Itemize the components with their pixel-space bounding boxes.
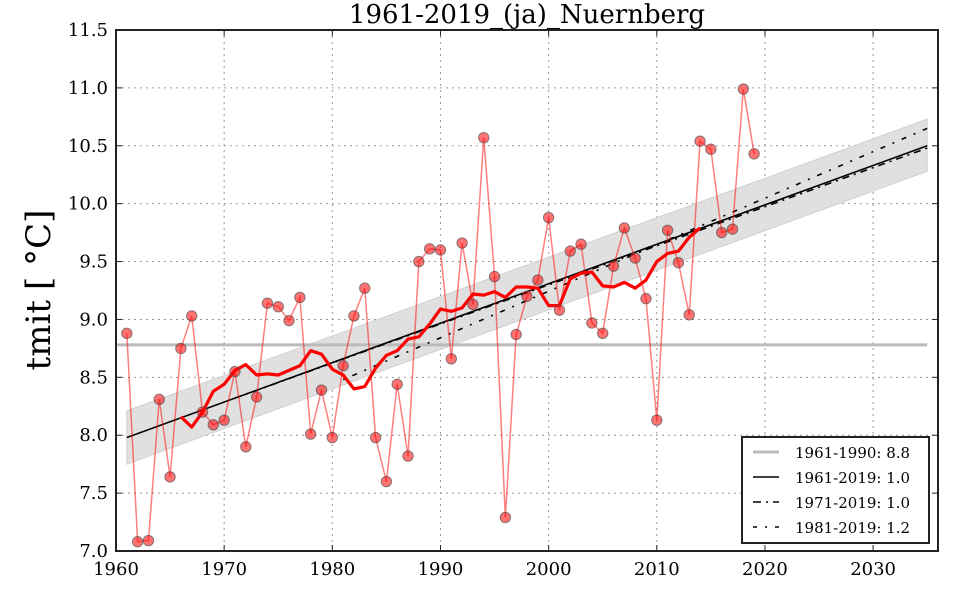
data-point — [164, 471, 176, 483]
y-axis-label-unit: [ °C] — [19, 210, 59, 290]
series — [121, 83, 760, 548]
data-point — [142, 534, 155, 547]
x-tick-label: 1970 — [201, 559, 247, 580]
data-point — [369, 431, 382, 444]
legend-label: 1981-2019: 1.2 — [795, 519, 910, 537]
data-point — [283, 314, 295, 327]
data-point — [467, 298, 479, 311]
data-point — [402, 450, 414, 462]
y-axis-label: tmit [ °C] — [19, 210, 59, 371]
y-axis-label-main: tmit — [19, 300, 59, 371]
data-point — [315, 384, 328, 396]
data-point — [661, 224, 674, 236]
x-tick-label: 2030 — [850, 559, 896, 580]
legend-box — [741, 436, 930, 544]
data-point — [715, 226, 728, 239]
data-point — [294, 291, 306, 304]
data-point — [229, 365, 241, 378]
legend: 1961-1990: 8.8 1961-2019: 1.0 1971-2019: 1… — [741, 436, 930, 544]
data-point — [326, 431, 339, 444]
data-point — [196, 406, 209, 418]
data-point — [499, 511, 512, 524]
data-point — [618, 222, 631, 234]
data-point — [705, 143, 717, 155]
data-point — [629, 252, 641, 264]
data-point — [445, 353, 457, 365]
data-point — [250, 391, 263, 403]
data-point — [186, 310, 198, 322]
x-tick-label: 2000 — [526, 559, 572, 580]
data-point — [597, 327, 609, 340]
data-point — [131, 536, 144, 548]
data-point — [261, 297, 274, 309]
x-tick-label: 1990 — [418, 559, 464, 580]
ticks: 1960 1970 1980 1990 2000 2010 2020 2030 7.0 7.5 8.… — [68, 20, 938, 580]
data-point — [553, 304, 566, 316]
data-point — [607, 260, 620, 272]
data-point — [748, 148, 760, 160]
data-point — [488, 270, 501, 283]
data-point — [413, 255, 425, 268]
trend-line-1981-2019 — [342, 127, 928, 381]
data-point — [694, 135, 706, 147]
y-tick-label: 7.0 — [79, 541, 108, 562]
data-point — [175, 342, 187, 355]
chart-title: 1961-2019_(ja)_Nuernberg — [349, 0, 705, 30]
data-point — [272, 301, 284, 313]
x-tick-label: 1960 — [93, 559, 139, 580]
y-tick-label: 11.0 — [68, 78, 108, 99]
data-point — [337, 360, 349, 372]
y-tick-label: 9.5 — [79, 252, 108, 273]
data-point — [672, 257, 685, 269]
x-tick-label: 2010 — [634, 559, 680, 580]
running-mean-line — [179, 226, 702, 429]
x-tick-label: 1980 — [309, 559, 355, 580]
data-point — [218, 414, 230, 426]
plot-frame — [115, 29, 939, 552]
data-point — [380, 475, 393, 488]
data-point — [478, 131, 490, 144]
data-point — [726, 223, 739, 235]
data-point — [304, 428, 317, 440]
data-point — [423, 243, 436, 255]
data-point — [348, 310, 360, 322]
data-point — [651, 414, 663, 426]
data-point — [564, 245, 576, 257]
data-point — [542, 211, 555, 224]
data-point — [575, 238, 587, 250]
y-tick-label: 10.5 — [68, 136, 108, 157]
data-point — [207, 419, 220, 431]
y-tick-label: 10.0 — [68, 194, 108, 215]
data-point — [434, 244, 447, 256]
y-tick-label: 7.5 — [79, 483, 108, 504]
data-point — [586, 317, 598, 329]
y-tick-label: 8.5 — [79, 367, 108, 388]
data-point — [640, 292, 652, 305]
data-point — [737, 83, 750, 95]
legend-label: 1961-1990: 8.8 — [795, 444, 910, 462]
axes-frame — [115, 29, 939, 552]
data-point — [121, 327, 133, 340]
y-tick-label: 9.0 — [79, 309, 108, 330]
data-point — [510, 328, 522, 341]
data-point — [456, 237, 468, 249]
data-point — [683, 309, 695, 321]
y-tick-label: 8.0 — [79, 425, 108, 446]
x-tick-label: 2020 — [742, 559, 788, 580]
data-point — [532, 274, 544, 286]
legend-label: 1961-2019: 1.0 — [795, 469, 910, 487]
data-point — [521, 290, 533, 302]
data-point — [240, 441, 252, 453]
legend-label: 1971-2019: 1.0 — [795, 494, 910, 512]
y-tick-label: 11.5 — [68, 20, 108, 41]
data-point — [359, 282, 371, 294]
data-point — [153, 393, 165, 406]
data-point — [391, 378, 403, 390]
